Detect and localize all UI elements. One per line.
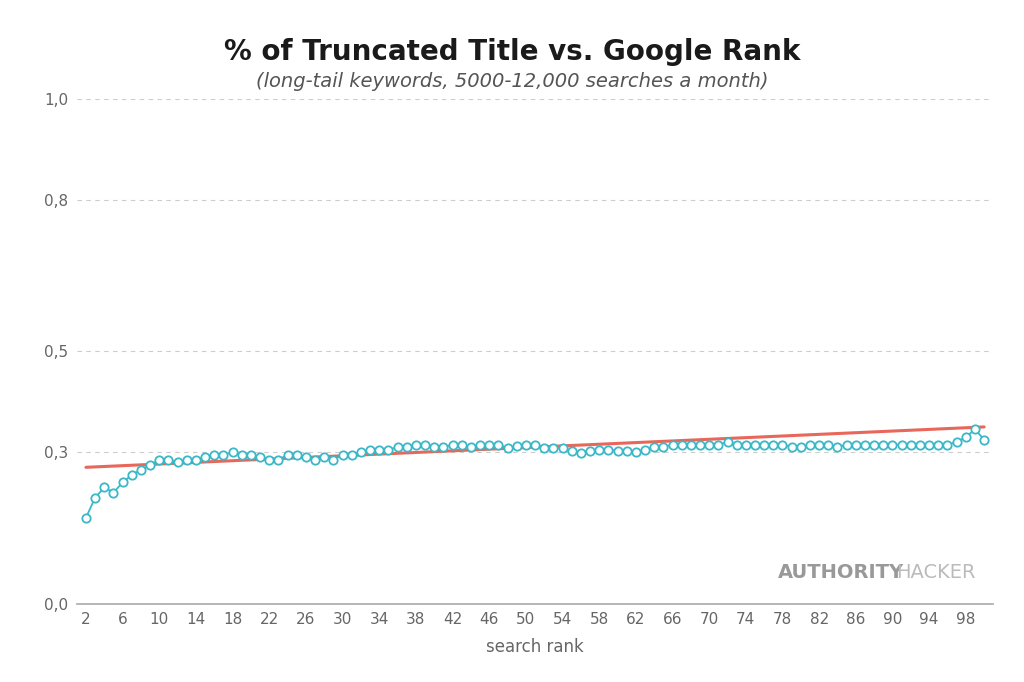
Text: AUTHORITY: AUTHORITY <box>778 563 904 582</box>
Text: HACKER: HACKER <box>896 563 976 582</box>
Text: % of Truncated Title vs. Google Rank: % of Truncated Title vs. Google Rank <box>224 38 800 65</box>
Text: (long-tail keywords, 5000-12,000 searches a month): (long-tail keywords, 5000-12,000 searche… <box>256 72 768 91</box>
X-axis label: search rank: search rank <box>486 638 584 656</box>
